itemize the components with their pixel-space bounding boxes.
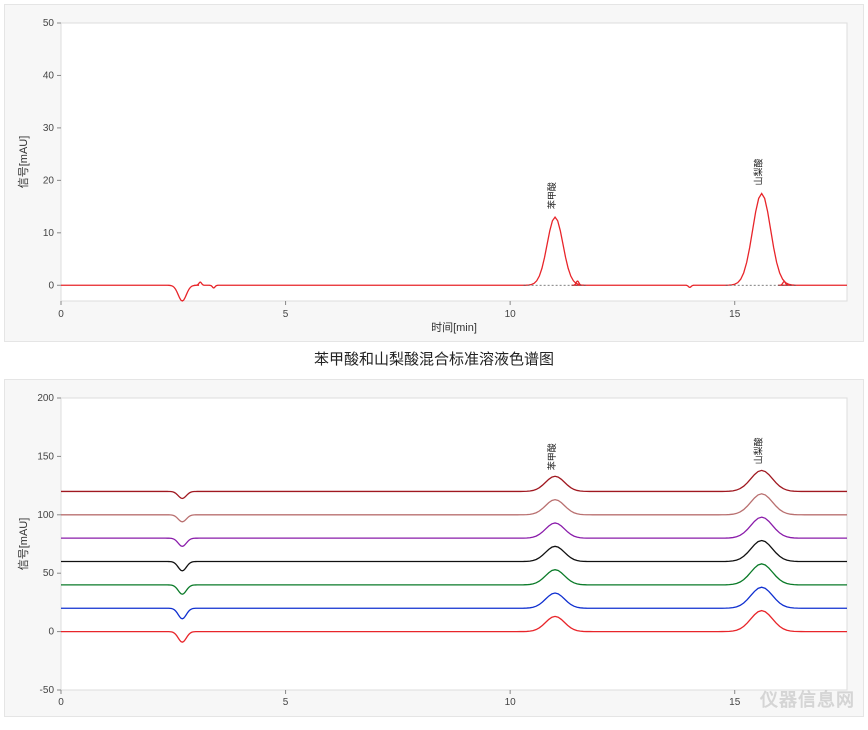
svg-text:时间[min]: 时间[min] [431, 321, 477, 334]
svg-text:-50: -50 [40, 685, 55, 696]
svg-text:0: 0 [48, 280, 54, 291]
svg-text:苯甲酸: 苯甲酸 [546, 182, 557, 209]
svg-text:山梨酸: 山梨酸 [753, 437, 764, 464]
svg-text:30: 30 [43, 123, 55, 134]
svg-text:50: 50 [43, 568, 55, 579]
svg-text:50: 50 [43, 18, 55, 29]
svg-text:5: 5 [283, 309, 289, 320]
chart1-caption: 苯甲酸和山梨酸混合标准溶液色谱图 [4, 348, 864, 369]
svg-text:5: 5 [283, 697, 289, 708]
svg-text:0: 0 [48, 627, 54, 638]
svg-text:15: 15 [729, 697, 741, 708]
svg-text:100: 100 [37, 510, 54, 521]
svg-text:苯甲酸: 苯甲酸 [546, 443, 557, 470]
chart1-svg: 0 10 20 30 40 50 0 5 10 15 信号[mAU] 时间[min] 苯甲酸 山梨酸 [13, 13, 857, 335]
chart2-svg: -50050100150200051015信号[mAU]苯甲酸山梨酸 [13, 388, 857, 710]
svg-text:信号[mAU]: 信号[mAU] [17, 518, 30, 571]
svg-text:0: 0 [58, 697, 64, 708]
svg-text:20: 20 [43, 175, 55, 186]
svg-text:0: 0 [58, 309, 64, 320]
svg-text:150: 150 [37, 451, 54, 462]
svg-text:10: 10 [505, 309, 517, 320]
svg-text:15: 15 [729, 309, 741, 320]
svg-text:山梨酸: 山梨酸 [753, 158, 764, 185]
svg-text:10: 10 [505, 697, 517, 708]
svg-text:40: 40 [43, 70, 55, 81]
svg-text:10: 10 [43, 228, 55, 239]
chromatogram-stacked: -50050100150200051015信号[mAU]苯甲酸山梨酸 仪器信息网 [4, 379, 864, 717]
svg-text:200: 200 [37, 393, 54, 404]
svg-text:信号[mAU]: 信号[mAU] [17, 136, 30, 189]
chromatogram-single: 0 10 20 30 40 50 0 5 10 15 信号[mAU] 时间[min] 苯甲酸 山梨酸 [4, 4, 864, 342]
